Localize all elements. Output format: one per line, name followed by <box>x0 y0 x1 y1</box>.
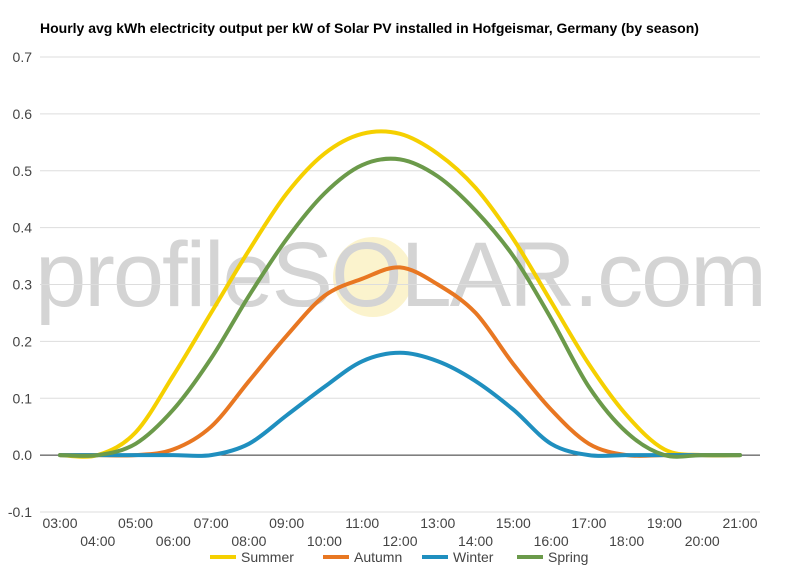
x-axis-ticks: 03:0004:0005:0006:0007:0008:0009:0010:00… <box>42 515 757 549</box>
legend-label: Autumn <box>354 549 402 565</box>
gridlines <box>40 56 760 513</box>
y-tick-label: 0.4 <box>13 220 33 236</box>
x-tick-label: 04:00 <box>80 533 115 549</box>
x-tick-label: 10:00 <box>307 533 342 549</box>
x-tick-label: 12:00 <box>382 533 417 549</box>
y-tick-label: 0.2 <box>13 333 33 349</box>
x-tick-label: 11:00 <box>345 515 379 531</box>
series-lines <box>58 129 742 459</box>
x-tick-label: 05:00 <box>118 515 153 531</box>
y-tick-label: 0.1 <box>13 390 33 406</box>
x-tick-label: 14:00 <box>458 533 493 549</box>
x-tick-label: 17:00 <box>571 515 606 531</box>
legend-item-autumn[interactable]: Autumn <box>323 549 402 565</box>
series-line-spring <box>58 156 742 459</box>
legend-item-spring[interactable]: Spring <box>517 549 588 565</box>
y-tick-label: -0.1 <box>8 504 32 520</box>
x-tick-label: 07:00 <box>194 515 229 531</box>
legend-label: Summer <box>241 549 294 565</box>
legend-item-summer[interactable]: Summer <box>210 549 294 565</box>
y-tick-label: 0.3 <box>13 277 33 293</box>
x-tick-label: 08:00 <box>231 533 266 549</box>
y-tick-label: 0.7 <box>13 49 33 65</box>
x-tick-label: 19:00 <box>647 515 682 531</box>
y-axis-ticks: -0.1 0.0 0.1 0.2 0.3 0.4 0.5 0.6 0.7 <box>8 49 32 520</box>
x-tick-label: 06:00 <box>156 533 191 549</box>
watermark-text: profileSOLAR.com <box>35 224 765 326</box>
series-line-summer <box>58 129 742 459</box>
legend-label: Winter <box>453 549 494 565</box>
x-tick-label: 15:00 <box>496 515 531 531</box>
y-tick-label: 0.0 <box>13 447 33 463</box>
legend-item-winter[interactable]: Winter <box>422 549 494 565</box>
y-tick-label: 0.5 <box>13 163 33 179</box>
watermark: profileSOLAR.com <box>35 224 767 326</box>
y-tick-label: 0.6 <box>13 106 33 122</box>
x-tick-label: 16:00 <box>534 533 569 549</box>
x-tick-label: 03:00 <box>42 515 77 531</box>
series-line-winter <box>58 350 742 458</box>
x-tick-label: 13:00 <box>420 515 455 531</box>
x-tick-label: 21:00 <box>722 515 757 531</box>
x-tick-label: 09:00 <box>269 515 304 531</box>
legend: Summer Autumn Winter Spring <box>210 549 588 565</box>
x-tick-label: 20:00 <box>685 533 720 549</box>
chart-title: Hourly avg kWh electricity output per kW… <box>40 20 699 36</box>
legend-label: Spring <box>548 549 588 565</box>
x-tick-label: 18:00 <box>609 533 644 549</box>
watermark-sun-icon <box>333 237 413 317</box>
